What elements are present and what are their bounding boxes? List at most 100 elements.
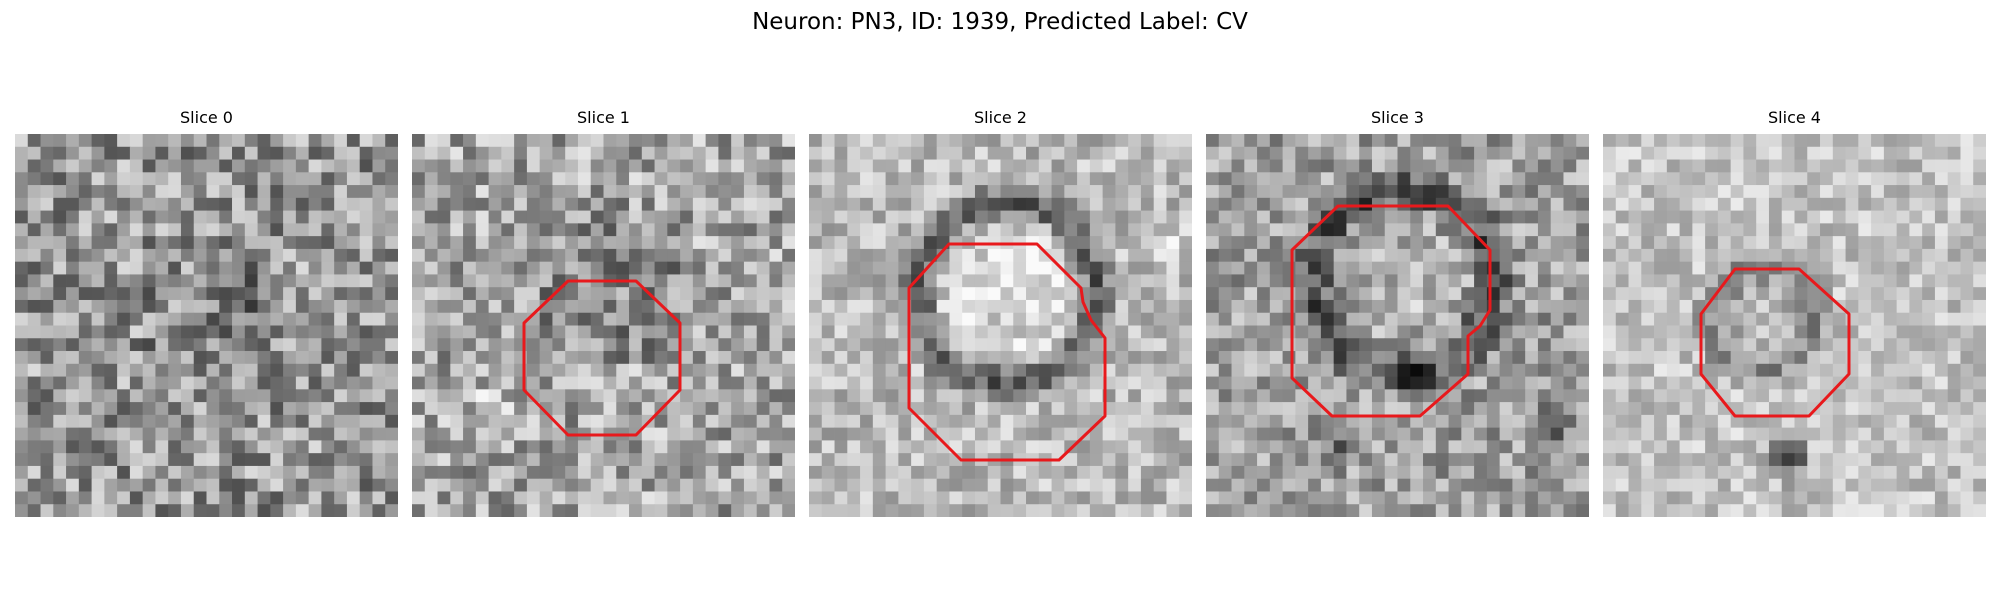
pixel (705, 376, 719, 390)
pixel (1089, 159, 1104, 173)
pixel (359, 197, 373, 211)
pixel (463, 134, 477, 148)
pixel (1947, 261, 1961, 275)
pixel (1717, 363, 1732, 377)
pixel (603, 299, 617, 314)
pixel (949, 427, 963, 441)
pixel (27, 134, 41, 148)
pixel (1013, 172, 1027, 186)
pixel (782, 427, 795, 441)
pixel (809, 197, 823, 211)
pixel (885, 325, 899, 339)
pixel (1641, 376, 1655, 390)
pixel (1550, 159, 1564, 173)
pixel (1026, 197, 1040, 211)
pixel (501, 351, 515, 365)
pixel (680, 465, 694, 480)
pixel (1179, 261, 1192, 275)
pixel (1461, 491, 1475, 505)
pixel (232, 504, 246, 517)
pixel (1371, 223, 1386, 237)
pixel (514, 402, 528, 416)
pixel (577, 134, 592, 148)
pixel (872, 172, 886, 186)
pixel (705, 414, 719, 429)
pixel (53, 414, 67, 429)
pixel (1512, 478, 1526, 492)
pixel (40, 261, 54, 275)
pixel (1295, 197, 1309, 211)
pixel (1845, 465, 1859, 480)
pixel (923, 159, 938, 173)
pixel (1705, 134, 1719, 148)
pixel (987, 185, 1001, 199)
pixel (1140, 274, 1155, 288)
pixel (129, 134, 144, 148)
pixel (641, 363, 655, 377)
pixel (680, 223, 694, 237)
pixel (1308, 159, 1322, 173)
pixel (1628, 389, 1642, 403)
pixel (847, 338, 861, 352)
pixel (142, 376, 156, 390)
pixel (1679, 478, 1693, 492)
pixel (539, 185, 553, 199)
pixel (641, 261, 655, 275)
pixel (885, 287, 899, 301)
pixel (1486, 389, 1501, 403)
pixel (321, 427, 335, 441)
pixel (756, 197, 770, 211)
pixel (1781, 223, 1795, 237)
pixel (885, 172, 899, 186)
pixel (1896, 389, 1910, 403)
pixel (308, 491, 322, 505)
pixel (680, 427, 694, 441)
pixel (756, 351, 770, 365)
pixel (1038, 223, 1052, 237)
pixel (1807, 185, 1821, 199)
pixel (270, 197, 284, 211)
pixel (244, 236, 258, 250)
pixel (308, 159, 322, 173)
pixel (1922, 134, 1936, 148)
pixel (1692, 491, 1706, 505)
pixel (437, 440, 451, 454)
pixel (860, 236, 874, 250)
pixel (1896, 159, 1910, 173)
pixel (1308, 363, 1322, 377)
pixel (232, 478, 246, 492)
pixel (667, 491, 681, 505)
pixel (1909, 134, 1923, 148)
pixel (244, 465, 258, 480)
pixel (1269, 363, 1283, 377)
panel-slice-2: Slice 2 (809, 108, 1192, 523)
pixel (1934, 478, 1949, 492)
pixel (1423, 274, 1437, 288)
pixel (1397, 274, 1411, 288)
pixel (78, 465, 92, 480)
pixel (756, 274, 770, 288)
pixel (1679, 172, 1693, 186)
pixel (692, 261, 707, 275)
pixel (1333, 440, 1347, 454)
pixel (667, 299, 681, 314)
pixel (1166, 478, 1180, 492)
pixel (1960, 325, 1974, 339)
pixel (1013, 197, 1027, 211)
pixel (1000, 351, 1014, 365)
pixel (1641, 491, 1655, 505)
pixel (385, 312, 398, 326)
pixel (66, 504, 80, 517)
pixel (1615, 159, 1629, 173)
pixel (1896, 236, 1910, 250)
pixel (898, 197, 912, 211)
pixel (743, 172, 758, 186)
pixel (1320, 351, 1335, 365)
pixel (424, 197, 438, 211)
pixel (385, 236, 398, 250)
pixel (1448, 299, 1462, 314)
pixel (1628, 299, 1642, 314)
pixel (488, 363, 502, 377)
pixel (847, 299, 861, 314)
pixel (1717, 210, 1732, 224)
